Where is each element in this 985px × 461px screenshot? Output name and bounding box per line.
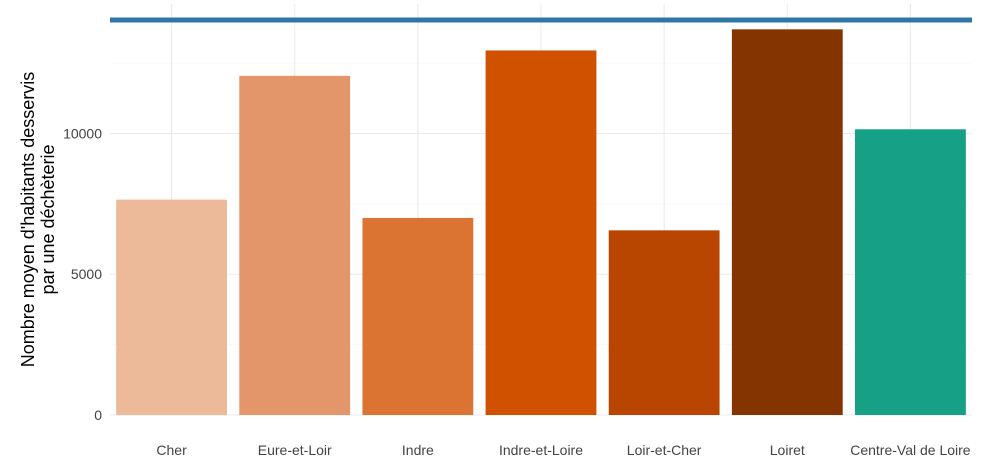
bar-loiret bbox=[731, 29, 843, 415]
y-tick-label: 0 bbox=[94, 407, 102, 423]
bar-centre-val-de-loire bbox=[855, 129, 966, 415]
bar-indre bbox=[362, 217, 474, 415]
bar-loir-et-cher bbox=[608, 230, 720, 415]
bar-indre-et-loire bbox=[485, 50, 597, 415]
x-axis-ticks: Cher Eure-et-Loir Indre Indre-et-Loire Loir-… bbox=[156, 442, 970, 458]
y-tick-label: 10000 bbox=[63, 125, 102, 141]
x-tick-label: Loiret bbox=[770, 442, 805, 458]
x-tick-label: Centre-Val de Loire bbox=[850, 442, 971, 458]
bars bbox=[116, 29, 966, 416]
x-tick-label: Loir-et-Cher bbox=[627, 442, 702, 458]
x-tick-label: Cher bbox=[156, 442, 187, 458]
x-tick-label: Indre bbox=[402, 442, 434, 458]
y-axis-title: Nombre moyen d'habitants desservispar un… bbox=[18, 72, 58, 368]
bar-eure-et-loir bbox=[239, 75, 351, 416]
x-tick-label: Eure-et-Loir bbox=[258, 442, 332, 458]
y-axis-ticks: 0 5000 10000 bbox=[63, 125, 102, 423]
x-tick-label: Indre-et-Loire bbox=[499, 442, 583, 458]
y-tick-label: 5000 bbox=[71, 266, 102, 282]
bar-cher bbox=[116, 199, 227, 415]
